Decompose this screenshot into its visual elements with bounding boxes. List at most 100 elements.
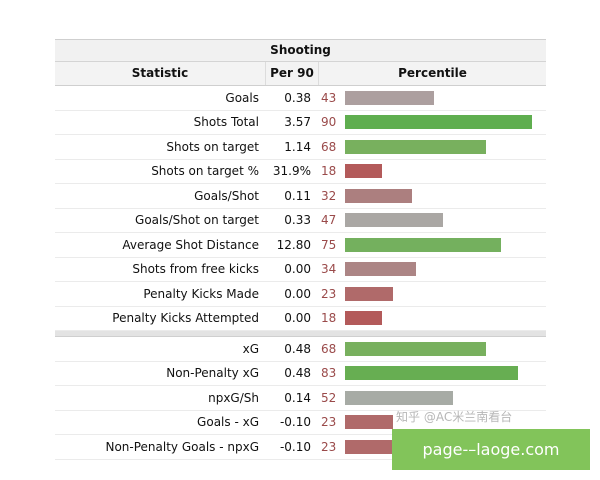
per90-value: -0.10 [279, 439, 311, 454]
table-row: Goals - xG -0.10 23 [55, 411, 546, 435]
percentile-bar [345, 237, 501, 252]
percentile-cell: 47 [317, 213, 546, 228]
table-row: Goals/Shot 0.11 32 [55, 184, 546, 209]
percentile-cell: 23 [317, 439, 546, 454]
percentile-value: 83 [321, 366, 337, 381]
per90-value: 31.9% [272, 164, 311, 179]
table-row: Shots from free kicks 0.00 34 [55, 258, 546, 282]
column-header-per90[interactable]: Per 90 [266, 62, 319, 85]
per90-value: 0.00 [284, 262, 311, 277]
percentile-cell: 68 [317, 341, 546, 356]
statistic-label: Shots from free kicks [132, 262, 259, 277]
statistic-label: Goals - xG [197, 415, 259, 430]
percentile-bar [345, 188, 412, 203]
percentile-value: 43 [321, 90, 337, 105]
statistic-label: Goals/Shot [194, 188, 259, 203]
percentile-bar [345, 164, 382, 179]
percentile-bar [345, 90, 434, 105]
per90-value: 0.00 [284, 286, 311, 301]
table-row: Penalty Kicks Made 0.00 23 [55, 282, 546, 307]
per90-value: 0.00 [284, 311, 311, 326]
percentile-cell: 18 [317, 164, 546, 179]
percentile-value: 23 [321, 286, 337, 301]
percentile-cell: 75 [317, 237, 546, 252]
percentile-cell: 32 [317, 188, 546, 203]
percentile-value: 18 [321, 311, 337, 326]
statistic-label: Average Shot Distance [122, 237, 259, 252]
statistic-label: Shots on target [166, 139, 259, 154]
statistic-label: Shots on target % [151, 164, 259, 179]
per90-value: 0.38 [284, 90, 311, 105]
percentile-value: 34 [321, 262, 337, 277]
percentile-bar [345, 439, 393, 454]
shooting-table: Shooting Statistic Per 90 Percentile Goa… [55, 39, 546, 460]
site-banner[interactable]: page-–laoge.com [392, 429, 590, 470]
percentile-value: 75 [321, 237, 337, 252]
statistic-label: Non-Penalty Goals - npxG [105, 439, 259, 454]
percentile-cell: 52 [317, 390, 546, 405]
percentile-value: 23 [321, 415, 337, 430]
per90-value: 0.14 [284, 390, 311, 405]
percentile-value: 90 [321, 115, 337, 130]
table-row: Goals/Shot on target 0.33 47 [55, 209, 546, 233]
percentile-cell: 18 [317, 311, 546, 326]
percentile-value: 32 [321, 188, 337, 203]
per90-value: 0.48 [284, 341, 311, 356]
table-row: Shots on target 1.14 68 [55, 135, 546, 160]
statistic-label: Shots Total [193, 115, 259, 130]
table-row: Non-Penalty xG 0.48 83 [55, 362, 546, 386]
percentile-bar [345, 341, 486, 356]
table-row: Shots on target % 31.9% 18 [55, 160, 546, 184]
per90-value: 0.48 [284, 366, 311, 381]
table-row: Non-Penalty Goals - npxG -0.10 23 [55, 435, 546, 460]
table-row: xG 0.48 68 [55, 337, 546, 362]
percentile-cell: 43 [317, 90, 546, 105]
per90-value: 0.33 [284, 213, 311, 228]
column-header-statistic[interactable]: Statistic [55, 62, 266, 85]
table-row: Shots Total 3.57 90 [55, 111, 546, 135]
percentile-bar [345, 213, 443, 228]
percentile-cell: 83 [317, 366, 546, 381]
table-row: Average Shot Distance 12.80 75 [55, 233, 546, 258]
percentile-value: 47 [321, 213, 337, 228]
statistic-label: Goals [225, 90, 259, 105]
percentile-value: 68 [321, 341, 337, 356]
statistic-label: Penalty Kicks Attempted [112, 311, 259, 326]
percentile-bar [345, 139, 486, 154]
column-header-percentile[interactable]: Percentile [398, 66, 467, 80]
percentile-bar [345, 262, 416, 277]
percentile-bar [345, 390, 453, 405]
statistic-label: Goals/Shot on target [135, 213, 259, 228]
percentile-cell: 90 [317, 115, 546, 130]
statistic-label: Penalty Kicks Made [143, 286, 259, 301]
group-divider [55, 331, 546, 337]
per90-value: 3.57 [284, 115, 311, 130]
statistic-label: Non-Penalty xG [166, 366, 259, 381]
column-headers: Statistic Per 90 Percentile [55, 62, 546, 86]
statistic-label: npxG/Sh [208, 390, 259, 405]
per90-value: 12.80 [276, 237, 311, 252]
percentile-bar [345, 415, 393, 430]
percentile-value: 23 [321, 439, 337, 454]
percentile-value: 52 [321, 390, 337, 405]
table-row: npxG/Sh 0.14 52 [55, 386, 546, 411]
percentile-bar [345, 115, 532, 130]
per90-value: 0.11 [284, 188, 311, 203]
percentile-cell: 23 [317, 415, 546, 430]
zhihu-watermark: 知乎 @AC米兰南看台 [396, 410, 513, 424]
percentile-bar [345, 366, 518, 381]
table-title: Shooting [55, 39, 546, 62]
table-row: Goals 0.38 43 [55, 86, 546, 111]
statistic-label: xG [242, 341, 259, 356]
percentile-cell: 23 [317, 286, 546, 301]
percentile-cell: 34 [317, 262, 546, 277]
per90-value: 1.14 [284, 139, 311, 154]
percentile-value: 18 [321, 164, 337, 179]
table-row: Penalty Kicks Attempted 0.00 18 [55, 307, 546, 331]
percentile-value: 68 [321, 139, 337, 154]
percentile-bar [345, 286, 393, 301]
table-body: Goals 0.38 43 Shots Total 3.57 90 Shots on tar… [55, 86, 546, 460]
percentile-cell: 68 [317, 139, 546, 154]
percentile-bar [345, 311, 382, 326]
per90-value: -0.10 [279, 415, 311, 430]
